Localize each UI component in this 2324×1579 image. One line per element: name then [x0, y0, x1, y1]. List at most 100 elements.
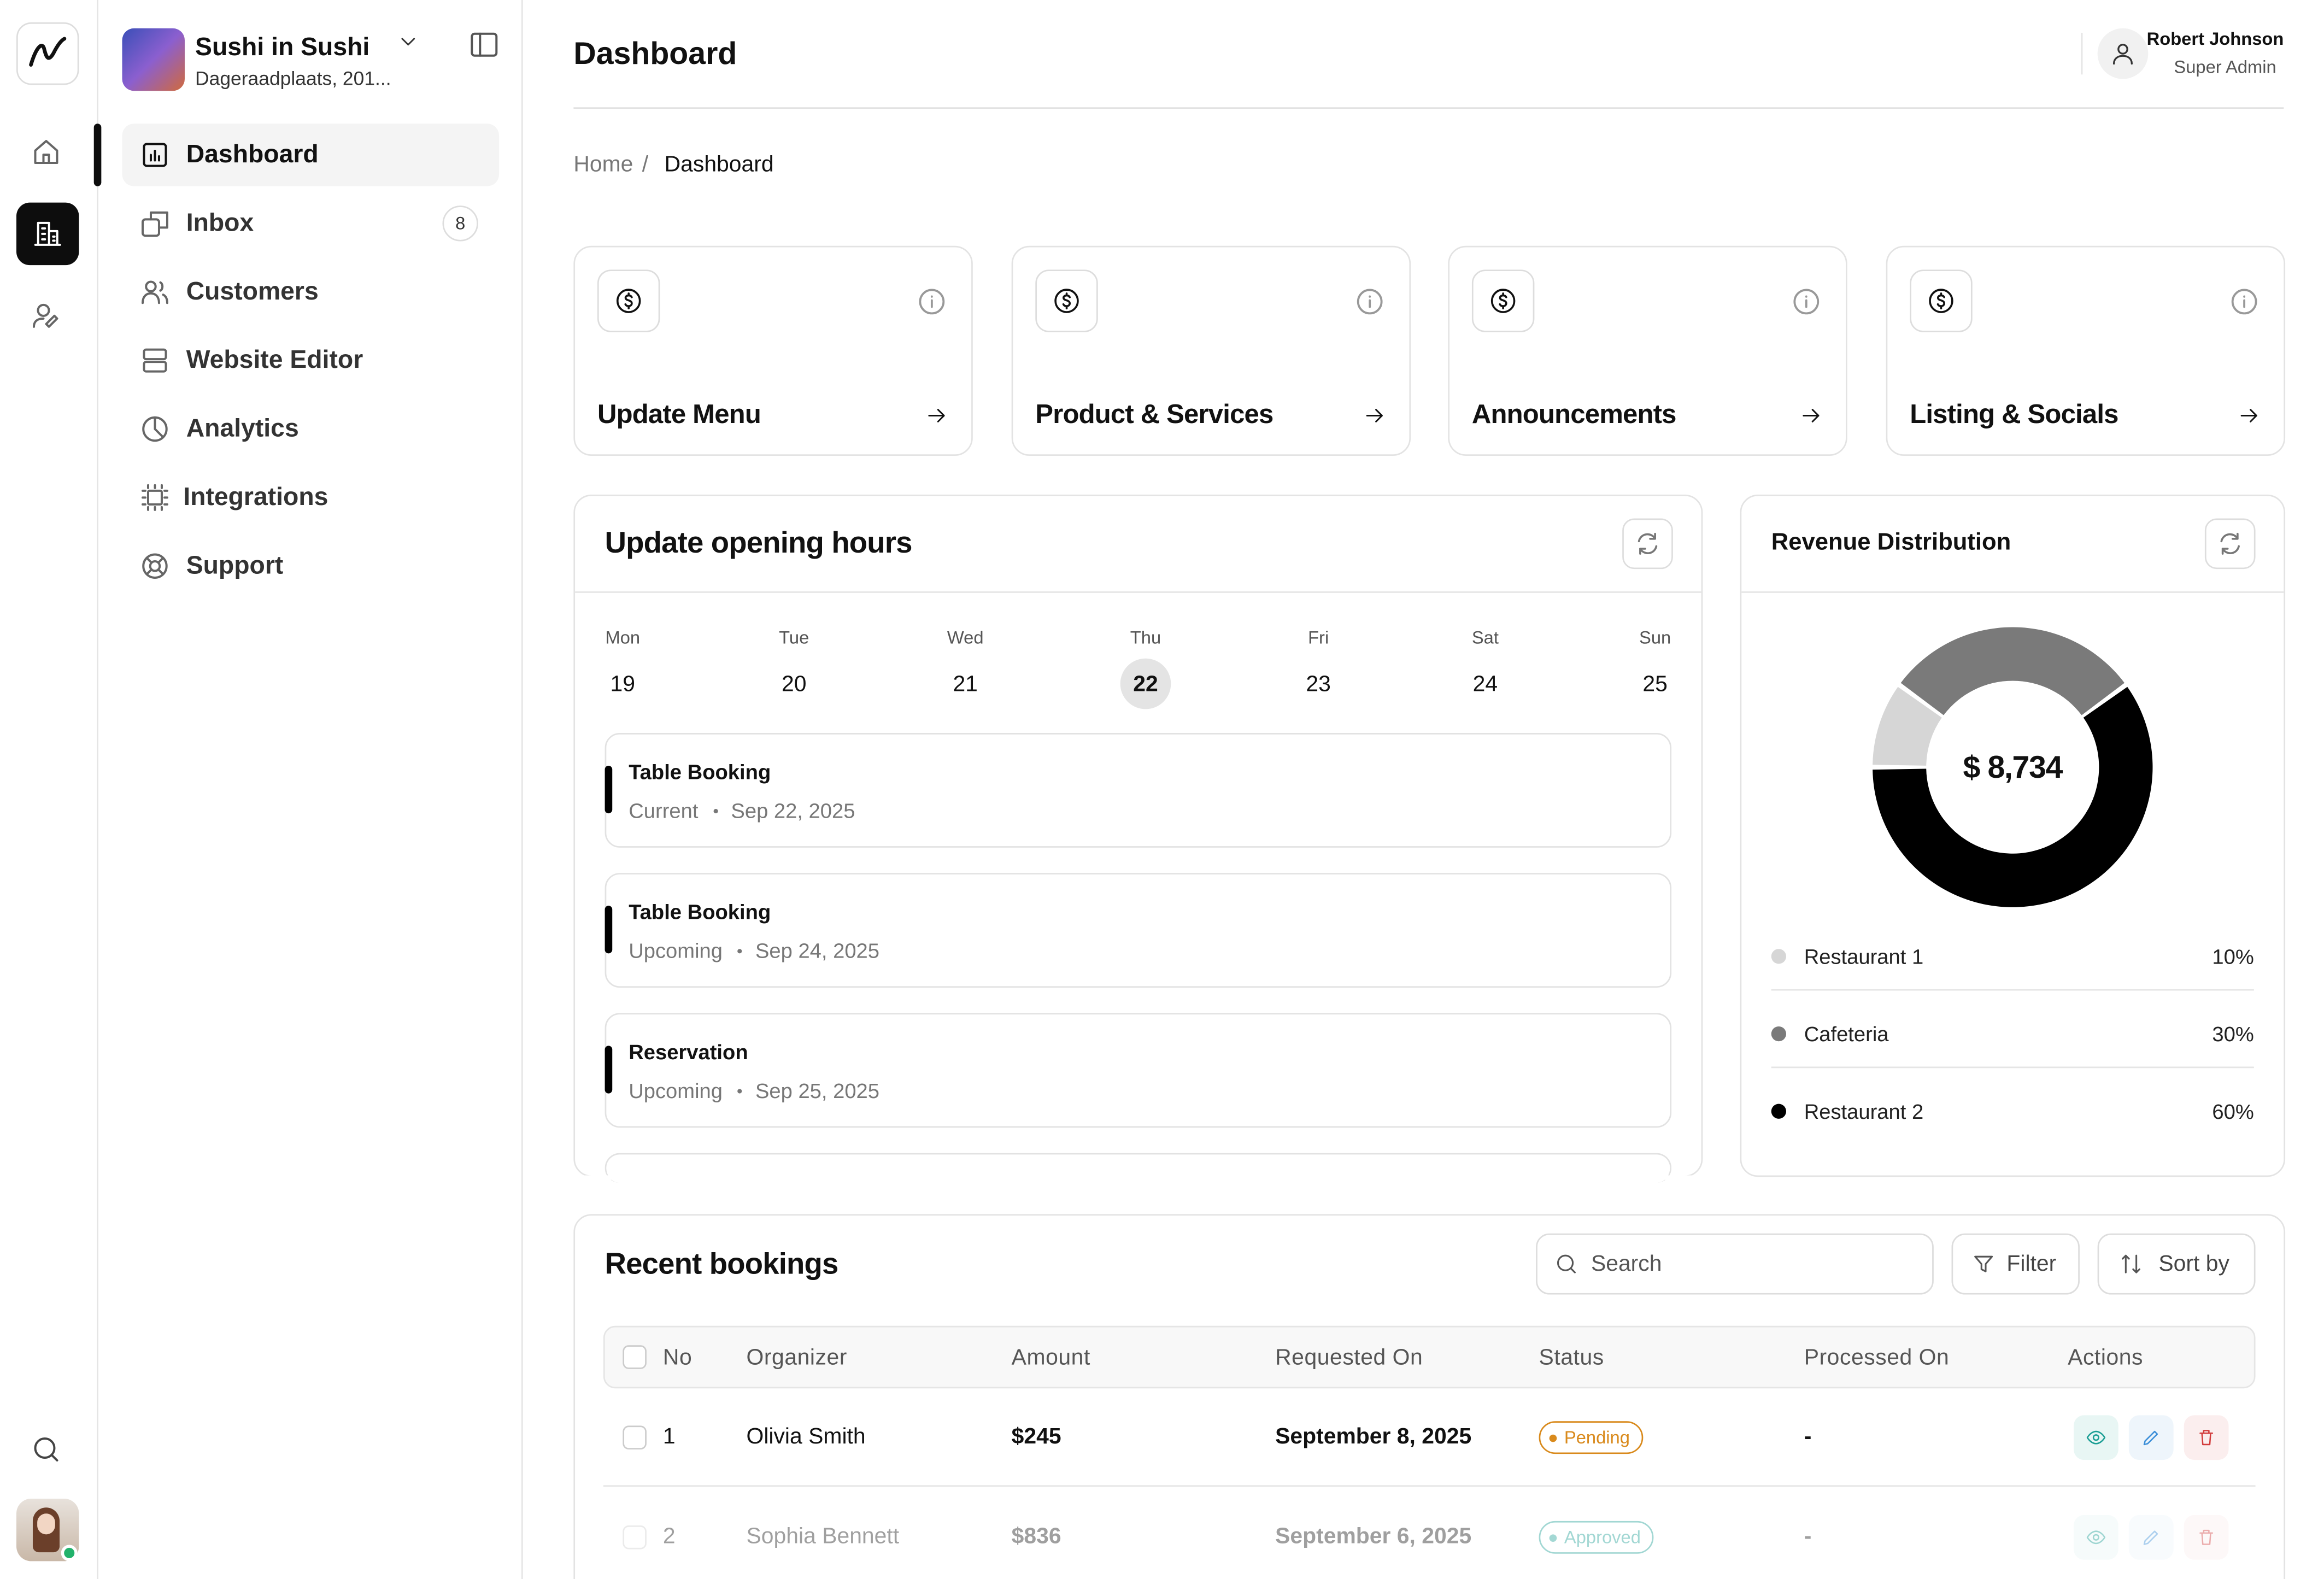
brand-dropdown[interactable]	[396, 30, 420, 54]
table-cell: $836	[1011, 1524, 1061, 1549]
card-arrow	[1803, 409, 1820, 422]
bookings-title: Recent bookings	[605, 1248, 839, 1282]
quick-card[interactable]	[1011, 245, 1411, 456]
column-header: No	[662, 1345, 692, 1371]
row-checkbox[interactable]	[623, 1425, 647, 1450]
delete-button[interactable]	[2184, 1515, 2229, 1560]
card-icon-box	[1471, 269, 1535, 332]
event-card[interactable]	[605, 732, 1672, 848]
day-name: Fri	[1308, 627, 1329, 648]
column-header: Processed On	[1804, 1345, 1950, 1371]
table-cell: 2	[662, 1524, 676, 1549]
day-date[interactable]: 25	[1642, 672, 1668, 697]
legend-value: 10%	[2212, 944, 2254, 968]
view-button[interactable]	[2074, 1415, 2118, 1460]
refresh-button[interactable]	[1622, 518, 1673, 570]
nav-active-bg	[122, 124, 500, 186]
sort-label: Sort by	[2158, 1251, 2229, 1277]
dollar-icon	[1490, 289, 1516, 313]
quick-card[interactable]	[1448, 245, 1847, 456]
event-accent	[605, 906, 613, 954]
legend-label: Restaurant 1	[1804, 944, 1924, 968]
breadcrumb-home[interactable]: Home	[573, 152, 633, 178]
row-checkbox[interactable]	[623, 1525, 647, 1549]
info-icon[interactable]	[1354, 286, 1386, 317]
user-name: Robert Johnson	[2146, 28, 2284, 49]
dollar-icon	[1929, 289, 1953, 313]
status-badge: Pending	[1539, 1421, 1644, 1454]
day-date[interactable]: 23	[1306, 672, 1331, 697]
search-rail-icon[interactable]	[30, 1433, 63, 1466]
legend-dot	[1771, 1026, 1786, 1042]
legend-label: Restaurant 2	[1804, 1099, 1924, 1124]
home-icon[interactable]	[30, 136, 63, 168]
day-name: Mon	[605, 627, 641, 648]
column-header: Requested On	[1275, 1345, 1423, 1371]
page-title: Dashboard	[573, 37, 737, 72]
nav-icon	[142, 416, 168, 442]
card-icon-box	[597, 269, 660, 332]
day-date[interactable]: 21	[953, 672, 978, 697]
event-status: Current	[629, 798, 699, 823]
dollar-icon	[616, 289, 641, 313]
legend-divider	[1771, 1066, 2254, 1069]
delete-button[interactable]	[2184, 1415, 2229, 1460]
day-date[interactable]: 24	[1472, 672, 1498, 697]
event-card[interactable]	[605, 1013, 1672, 1128]
nav-item[interactable]	[122, 398, 499, 460]
table-cell: Sophia Bennett	[746, 1524, 900, 1549]
rail	[0, 0, 98, 1579]
column-header: Status	[1539, 1345, 1604, 1371]
active-rail-item[interactable]	[16, 202, 79, 266]
view-button-icon	[2086, 1430, 2106, 1445]
brand-image	[122, 28, 185, 91]
brand-address: Dageraadplaats, 201...	[195, 67, 391, 90]
event-status: Upcoming	[629, 938, 723, 962]
filter-label: Filter	[2006, 1251, 2057, 1277]
nav-label: Customers	[186, 277, 319, 306]
logo[interactable]	[16, 22, 79, 85]
dollar-icon	[1054, 289, 1079, 313]
nav-label: Integrations	[183, 483, 328, 511]
panel-cover	[575, 1175, 1701, 1180]
info-icon[interactable]	[916, 286, 947, 317]
edit-button[interactable]	[2128, 1415, 2174, 1460]
refresh-icon	[2220, 532, 2240, 555]
event-date: Sep 22, 2025	[731, 798, 855, 823]
column-header: Actions	[2068, 1345, 2144, 1371]
filter-button[interactable]	[1951, 1233, 2080, 1295]
event-title: Reservation	[629, 1040, 748, 1064]
header-checkbox[interactable]	[623, 1345, 647, 1369]
panel-title: Update opening hours	[605, 527, 913, 560]
column-header: Organizer	[746, 1345, 847, 1371]
nav-icon	[142, 553, 168, 579]
sort-button[interactable]	[2097, 1233, 2256, 1295]
nav-icon	[143, 348, 167, 373]
edit-button[interactable]	[2128, 1515, 2174, 1560]
quick-card[interactable]	[573, 245, 973, 456]
info-icon[interactable]	[1791, 286, 1822, 317]
nav-icon	[143, 143, 167, 167]
panel-divider	[575, 591, 1701, 593]
sidebar-toggle[interactable]	[468, 28, 501, 61]
view-button[interactable]	[2074, 1515, 2118, 1560]
table-cell: -	[1804, 1524, 1812, 1549]
day-date[interactable]: 22	[1133, 672, 1158, 697]
info-icon[interactable]	[2228, 286, 2260, 317]
day-name: Sat	[1471, 627, 1499, 648]
day-date[interactable]: 20	[782, 672, 807, 697]
nav-label: Inbox	[186, 208, 254, 237]
refresh-icon	[1638, 532, 1658, 555]
donut-segment	[1873, 686, 2153, 907]
nav-icon	[141, 280, 168, 304]
day-date[interactable]: 19	[610, 672, 636, 697]
refresh-button[interactable]	[2204, 518, 2256, 570]
nav-label: Website Editor	[186, 345, 363, 374]
nav-item[interactable]	[122, 535, 499, 597]
event-card[interactable]	[605, 873, 1672, 988]
brand-name: Sushi in Sushi	[195, 32, 370, 61]
edit-user-icon[interactable]	[30, 300, 63, 332]
search-input[interactable]	[1536, 1233, 1934, 1295]
delete-button-icon	[2199, 1430, 2214, 1446]
quick-card[interactable]	[1886, 245, 2286, 456]
